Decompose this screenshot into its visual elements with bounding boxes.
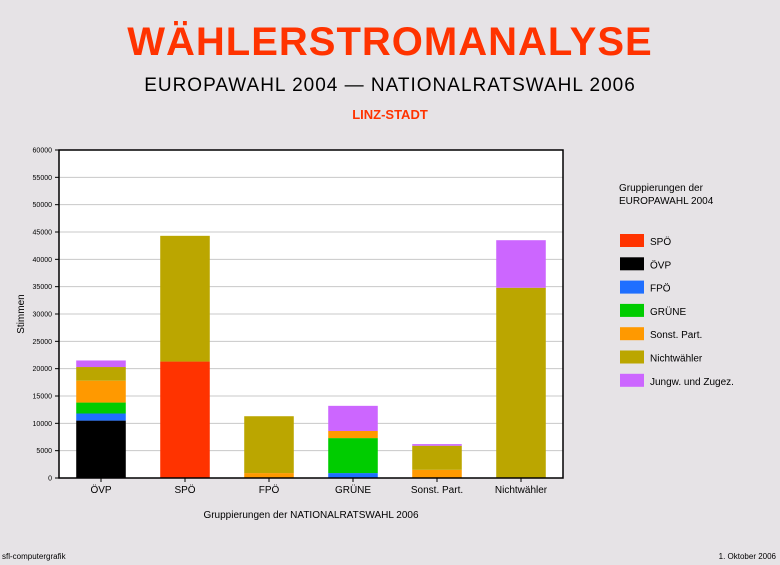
bar-segment [328, 438, 378, 474]
y-tick-label: 30000 [33, 312, 53, 319]
legend-swatch [620, 327, 644, 341]
y-tick-label: 50000 [33, 202, 53, 209]
bar-segment [496, 287, 546, 478]
y-tick-label: 40000 [33, 257, 53, 264]
chart-region-label: LINZ-STADT [352, 107, 428, 122]
bar-segment [328, 405, 378, 431]
legend-swatch [620, 234, 644, 247]
y-tick-label: 0 [48, 476, 52, 483]
legend-label: Sonst. Part. [650, 330, 702, 341]
bar-segment [76, 367, 126, 381]
y-tick-label: 15000 [33, 394, 53, 401]
legend-title: Gruppierungen der EUROPAWAHL 2004 [619, 182, 769, 208]
bar-segment [76, 413, 126, 421]
legend-swatch [620, 303, 644, 317]
bar-segment [76, 420, 126, 478]
legend-label: ÖVP [650, 259, 671, 271]
y-tick-label: 5000 [36, 448, 52, 455]
legend-swatch [620, 350, 644, 364]
legend-label: GRÜNE [650, 306, 686, 318]
bar-segment [496, 240, 546, 288]
y-tick-label: 35000 [33, 284, 53, 291]
bar-segment [160, 361, 210, 478]
bar-segment [76, 360, 126, 368]
y-tick-label: 60000 [33, 148, 53, 155]
y-tick-label: 55000 [33, 175, 53, 182]
y-tick-label: 10000 [33, 421, 53, 428]
legend-label: FPÖ [650, 283, 671, 295]
legend-label: SPÖ [650, 236, 671, 248]
bar-segment [412, 444, 462, 446]
bar-segment [76, 402, 126, 414]
legend-label: Jungw. und Zugez. [650, 377, 734, 388]
footer-credit: sfl-computergrafik [2, 552, 66, 561]
legend-label: Nichtwähler [650, 354, 703, 365]
x-tick-label: Nichtwähler [495, 485, 548, 496]
x-tick-label: FPÖ [259, 484, 280, 496]
x-tick-label: GRÜNE [335, 484, 371, 496]
footer-date: 1. Oktober 2006 [718, 552, 776, 561]
y-tick-label: 45000 [33, 230, 53, 237]
y-tick-label: 25000 [33, 339, 53, 346]
legend-title-line-1: Gruppierungen der [619, 183, 703, 194]
x-tick-label: ÖVP [90, 484, 111, 496]
x-tick-label: SPÖ [174, 484, 195, 496]
bar-segment [244, 473, 294, 478]
plot-frame [58, 149, 564, 479]
bar-segment [412, 445, 462, 470]
bar-segment [76, 380, 126, 403]
legend-swatch [620, 373, 644, 387]
chart-title: WÄHLERSTROMANALYSE [127, 20, 653, 64]
bar-segment [244, 416, 294, 474]
legend-swatch [620, 257, 644, 271]
x-axis-label: Gruppierungen der NATIONALRATSWAHL 2006 [203, 510, 419, 521]
y-axis-label: Stimmen [16, 294, 27, 333]
x-tick-label: Sonst. Part. [411, 485, 463, 496]
legend-title-line-2: EUROPAWAHL 2004 [619, 196, 714, 207]
bar-segment [412, 469, 462, 478]
legend-swatch [620, 280, 644, 294]
y-tick-label: 20000 [33, 366, 53, 373]
chart-subtitle: EUROPAWAHL 2004 — NATIONALRATSWAHL 2006 [144, 75, 636, 96]
bar-segment [328, 473, 378, 478]
bar-segment [328, 430, 378, 439]
bar-segment [160, 235, 210, 362]
